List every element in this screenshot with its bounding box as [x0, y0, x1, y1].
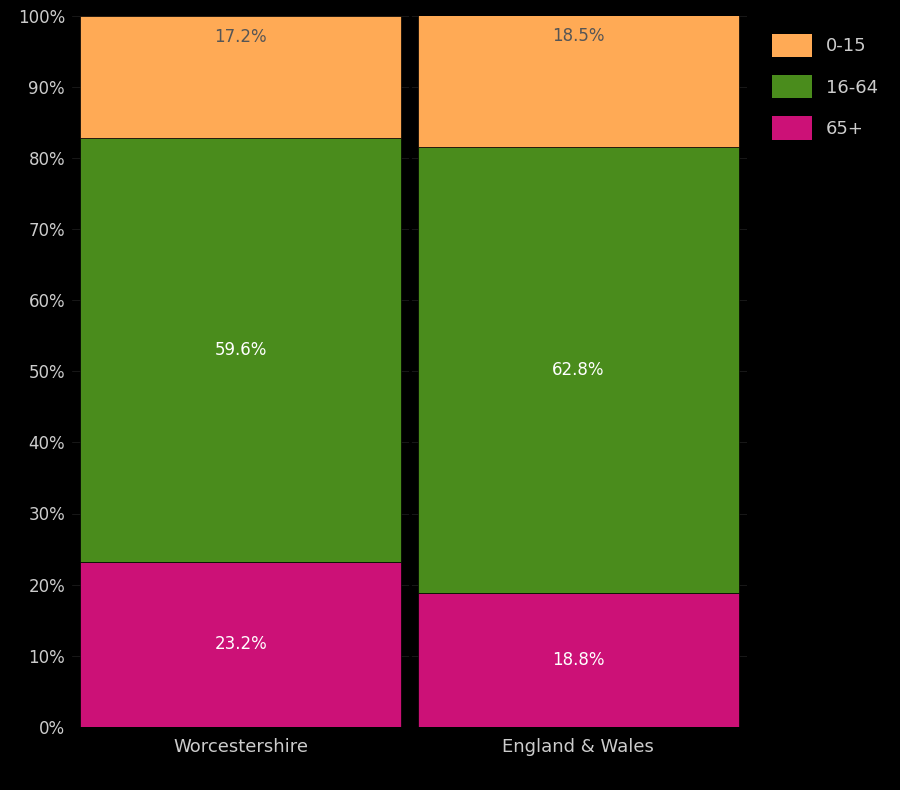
Bar — [418, 147, 739, 593]
Bar — [418, 15, 739, 147]
Text: 59.6%: 59.6% — [214, 341, 267, 359]
Bar — [418, 593, 739, 727]
Bar — [80, 138, 401, 562]
Text: 18.8%: 18.8% — [552, 651, 605, 669]
Text: 23.2%: 23.2% — [214, 635, 267, 653]
Text: 17.2%: 17.2% — [214, 28, 267, 46]
Text: 62.8%: 62.8% — [552, 361, 605, 379]
Bar — [80, 562, 401, 727]
Bar — [80, 16, 401, 138]
Text: 18.5%: 18.5% — [552, 28, 605, 45]
Legend: 0-15, 16-64, 65+: 0-15, 16-64, 65+ — [763, 24, 887, 149]
